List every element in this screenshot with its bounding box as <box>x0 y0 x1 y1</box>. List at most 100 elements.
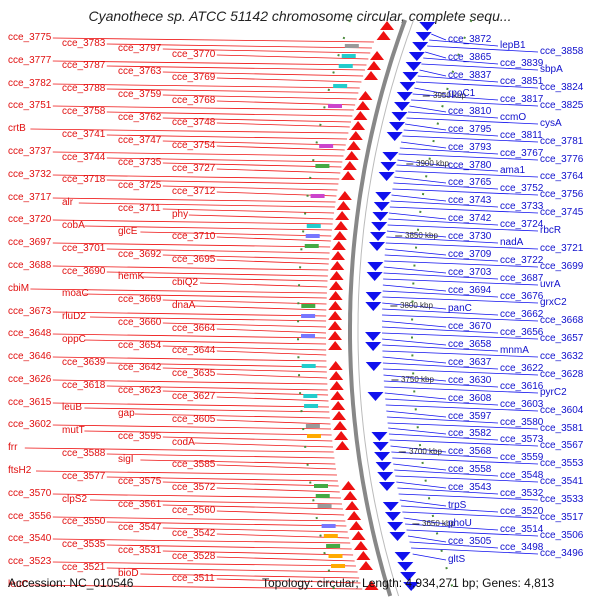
right-gene-label[interactable]: ama1 <box>500 165 526 176</box>
right-gene-label[interactable]: pyrC2 <box>540 387 567 398</box>
left-gene-label[interactable]: clpS2 <box>62 494 88 505</box>
left-gene-label[interactable]: cce_3669 <box>118 294 162 305</box>
left-gene-label[interactable]: cce_3575 <box>118 476 162 487</box>
right-gene-label[interactable]: cce_3767 <box>500 148 544 159</box>
right-gene-label[interactable]: cce_3630 <box>448 375 492 386</box>
right-gene-label[interactable]: rbcR <box>540 225 562 236</box>
right-gene-label[interactable]: cce_3498 <box>500 542 544 553</box>
right-gene-label[interactable]: cce_3616 <box>500 381 544 392</box>
right-gene-label[interactable]: cce_3543 <box>448 482 492 493</box>
right-gene-label[interactable]: cce_3742 <box>448 213 492 224</box>
left-gene-label[interactable]: cce_3744 <box>62 152 106 163</box>
left-gene-label[interactable]: cce_3727 <box>172 163 216 174</box>
right-gene-label[interactable]: cce_3810 <box>448 106 492 117</box>
left-gene-label[interactable]: cce_3511 <box>172 573 215 584</box>
left-gene-label[interactable]: cce_3690 <box>62 266 106 277</box>
right-gene-label[interactable]: cce_3582 <box>448 428 492 439</box>
right-gene-label[interactable]: ccmO <box>500 112 527 123</box>
right-gene-label[interactable]: cce_3722 <box>500 255 544 266</box>
right-gene-label[interactable]: gltS <box>448 554 466 565</box>
left-gene-label[interactable]: ftsH2 <box>8 465 32 476</box>
left-gene-label[interactable]: cce_3710 <box>172 231 216 242</box>
right-gene-label[interactable]: cce_3608 <box>448 393 492 404</box>
right-gene-label[interactable]: cce_3668 <box>540 315 584 326</box>
right-gene-label[interactable]: cce_3724 <box>500 219 544 230</box>
right-gene-label[interactable]: cce_3568 <box>448 446 492 457</box>
left-gene-label[interactable]: cce_3769 <box>172 72 216 83</box>
right-gene-label[interactable]: cce_3658 <box>448 339 492 350</box>
right-gene-label[interactable]: cce_3743 <box>448 195 492 206</box>
left-gene-label[interactable]: cce_3602 <box>8 419 52 430</box>
left-gene-label[interactable]: cce_3623 <box>118 385 162 396</box>
right-gene-label[interactable]: cce_3865 <box>448 52 492 63</box>
left-gene-label[interactable]: dnaA <box>172 300 196 311</box>
left-gene-label[interactable]: cce_3605 <box>172 414 216 425</box>
left-gene-label[interactable]: rluD2 <box>62 311 86 322</box>
right-gene-label[interactable]: uvrA <box>540 279 561 290</box>
right-gene-label[interactable]: cce_3520 <box>500 506 544 517</box>
right-gene-label[interactable]: cce_3745 <box>540 207 584 218</box>
right-gene-label[interactable]: cce_3764 <box>540 171 584 182</box>
right-gene-label[interactable]: cce_3699 <box>540 261 584 272</box>
left-gene-label[interactable]: cce_3762 <box>118 112 162 123</box>
left-gene-label[interactable]: cobA <box>62 220 85 231</box>
left-gene-label[interactable]: glcE <box>118 226 138 237</box>
right-gene-label[interactable]: cce_3703 <box>448 267 492 278</box>
left-gene-label[interactable]: cce_3697 <box>8 237 52 248</box>
right-gene-label[interactable]: cce_3603 <box>500 399 544 410</box>
right-gene-label[interactable]: cce_3709 <box>448 249 492 260</box>
left-gene-label[interactable]: cce_3648 <box>8 328 52 339</box>
left-gene-label[interactable]: cce_3540 <box>8 533 52 544</box>
right-gene-label[interactable]: cce_3687 <box>500 273 544 284</box>
left-gene-label[interactable]: cce_3725 <box>118 180 162 191</box>
left-gene-label[interactable]: cce_3788 <box>62 83 106 94</box>
left-gene-label[interactable]: cce_3718 <box>62 174 106 185</box>
left-gene-label[interactable]: cce_3646 <box>8 351 52 362</box>
right-gene-label[interactable]: cce_3730 <box>448 231 492 242</box>
left-gene-label[interactable]: cce_3560 <box>172 505 216 516</box>
left-gene-label[interactable]: cce_3758 <box>62 106 106 117</box>
left-gene-label[interactable]: cbiM <box>8 283 30 294</box>
left-gene-label[interactable]: cbiQ2 <box>172 277 199 288</box>
right-gene-label[interactable]: cce_3517 <box>540 512 584 523</box>
left-gene-label[interactable]: cce_3654 <box>118 340 162 351</box>
left-gene-label[interactable]: cce_3588 <box>62 448 106 459</box>
left-gene-label[interactable]: cce_3759 <box>118 89 162 100</box>
left-gene-label[interactable]: cce_3660 <box>118 317 162 328</box>
right-gene-label[interactable]: cce_3733 <box>500 201 544 212</box>
left-gene-label[interactable]: cce_3770 <box>172 49 216 60</box>
right-gene-label[interactable]: cysA <box>540 118 562 129</box>
right-gene-label[interactable]: panC <box>448 303 472 314</box>
right-gene-label[interactable]: cce_3824 <box>540 82 584 93</box>
left-gene-label[interactable]: cce_3572 <box>172 482 216 493</box>
left-gene-label[interactable]: cce_3741 <box>62 129 106 140</box>
right-gene-label[interactable]: grxC2 <box>540 297 567 308</box>
right-gene-label[interactable]: cce_3622 <box>500 363 544 374</box>
left-gene-label[interactable]: cce_3782 <box>8 78 52 89</box>
right-gene-label[interactable]: cce_3581 <box>540 423 584 434</box>
left-gene-label[interactable]: oppC <box>62 334 86 345</box>
left-gene-label[interactable]: cce_3735 <box>118 157 162 168</box>
left-gene-label[interactable]: cce_3635 <box>172 368 216 379</box>
left-gene-label[interactable]: gap <box>118 408 135 419</box>
left-gene-label[interactable]: cce_3754 <box>172 140 216 151</box>
left-gene-label[interactable]: cce_3531 <box>118 545 162 556</box>
right-gene-label[interactable]: cce_3553 <box>540 458 584 469</box>
left-gene-label[interactable]: cce_3642 <box>118 362 162 373</box>
left-gene-label[interactable]: cce_3751 <box>8 100 52 111</box>
right-gene-label[interactable]: phoU <box>448 518 472 529</box>
left-gene-label[interactable]: leuB <box>62 402 83 413</box>
left-gene-label[interactable]: cce_3618 <box>62 380 106 391</box>
left-gene-label[interactable]: cce_3747 <box>118 135 162 146</box>
left-gene-label[interactable]: crtB <box>8 123 26 134</box>
right-gene-label[interactable]: cce_3721 <box>540 243 584 254</box>
left-gene-label[interactable]: cce_3787 <box>62 60 106 71</box>
left-gene-label[interactable]: cce_3732 <box>8 169 52 180</box>
right-gene-label[interactable]: cce_3604 <box>540 405 584 416</box>
left-gene-label[interactable]: cce_3615 <box>8 397 52 408</box>
left-gene-label[interactable]: leuC <box>8 579 29 590</box>
right-gene-label[interactable]: cce_3872 <box>448 34 492 45</box>
right-gene-label[interactable]: cce_3851 <box>500 76 544 87</box>
left-gene-label[interactable]: cce_3639 <box>62 357 106 368</box>
right-gene-label[interactable]: cce_3657 <box>540 333 584 344</box>
